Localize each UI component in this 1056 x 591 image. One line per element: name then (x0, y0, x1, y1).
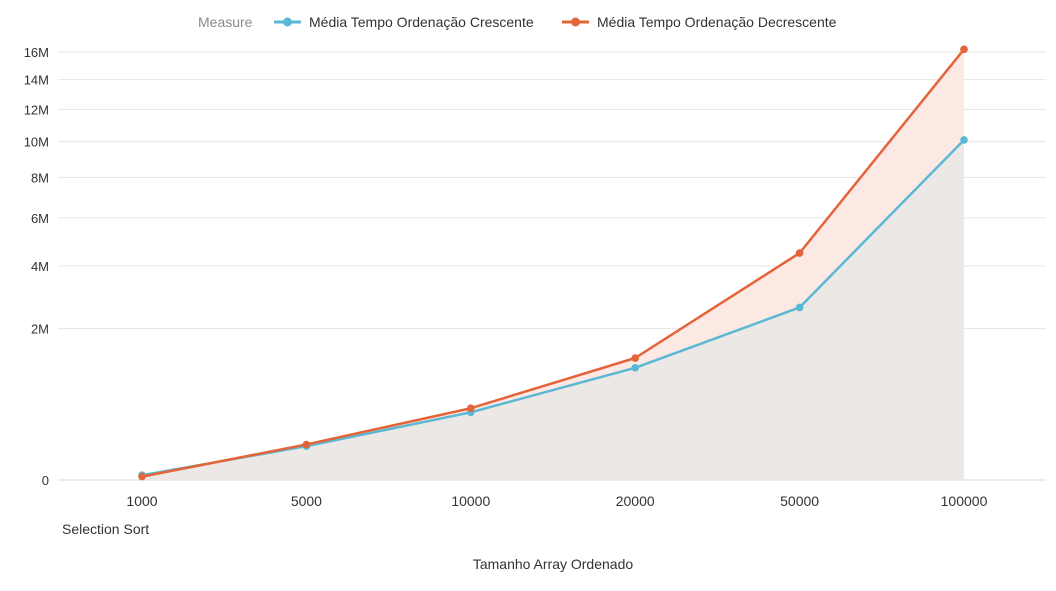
x-tick-label: 5000 (291, 493, 322, 509)
legend-marker-crescente (283, 17, 292, 27)
legend-marker-decrescente (571, 17, 580, 27)
data-point-crescente[interactable] (631, 363, 639, 372)
series-line-decrescente (140, 48, 966, 478)
x-tick-label: 20000 (616, 493, 655, 509)
y-tick-label: 16M (24, 45, 49, 60)
x-tick-label: 100000 (941, 493, 988, 509)
series-lines (140, 48, 966, 478)
y-tick-label: 6M (31, 211, 49, 226)
legend-title: Measure (198, 14, 253, 30)
data-point-decrescente[interactable] (302, 440, 311, 449)
data-point-decrescente[interactable] (467, 404, 475, 413)
series-areas (142, 49, 964, 481)
chart-title: Selection Sort (62, 521, 149, 537)
y-tick-label: 14M (24, 73, 49, 88)
y-axis: 0 2M 4M 6M 8M 10M 12M 14M 16M (24, 45, 49, 488)
legend-item-crescente[interactable]: Média Tempo Ordenação Crescente (274, 14, 534, 30)
data-point-crescente[interactable] (960, 136, 968, 144)
y-tick-label: 0 (42, 473, 49, 488)
y-tick-label: 2M (31, 322, 49, 337)
y-tick-label: 12M (24, 102, 49, 117)
y-tick-label: 10M (24, 135, 49, 150)
data-point-decrescente[interactable] (631, 354, 639, 362)
data-point-decrescente[interactable] (960, 45, 968, 54)
x-axis: 1000 5000 10000 20000 50000 100000 (126, 493, 987, 509)
legend-label-crescente: Média Tempo Ordenação Crescente (309, 14, 534, 30)
y-tick-label: 4M (31, 259, 49, 274)
legend: Measure Média Tempo Ordenação Crescente … (198, 14, 837, 30)
y-tick-label: 8M (31, 170, 49, 185)
series-points (138, 45, 968, 481)
x-tick-label: 50000 (780, 493, 819, 509)
data-point-decrescente[interactable] (138, 472, 146, 481)
x-tick-label: 1000 (126, 493, 157, 509)
legend-label-decrescente: Média Tempo Ordenação Decrescente (597, 14, 837, 30)
legend-item-decrescente[interactable]: Média Tempo Ordenação Decrescente (562, 14, 837, 30)
series-area-crescente (142, 139, 964, 481)
x-tick-label: 10000 (451, 493, 490, 509)
x-axis-title: Tamanho Array Ordenado (473, 556, 634, 572)
data-point-decrescente[interactable] (795, 249, 804, 257)
data-point-crescente[interactable] (795, 303, 804, 312)
